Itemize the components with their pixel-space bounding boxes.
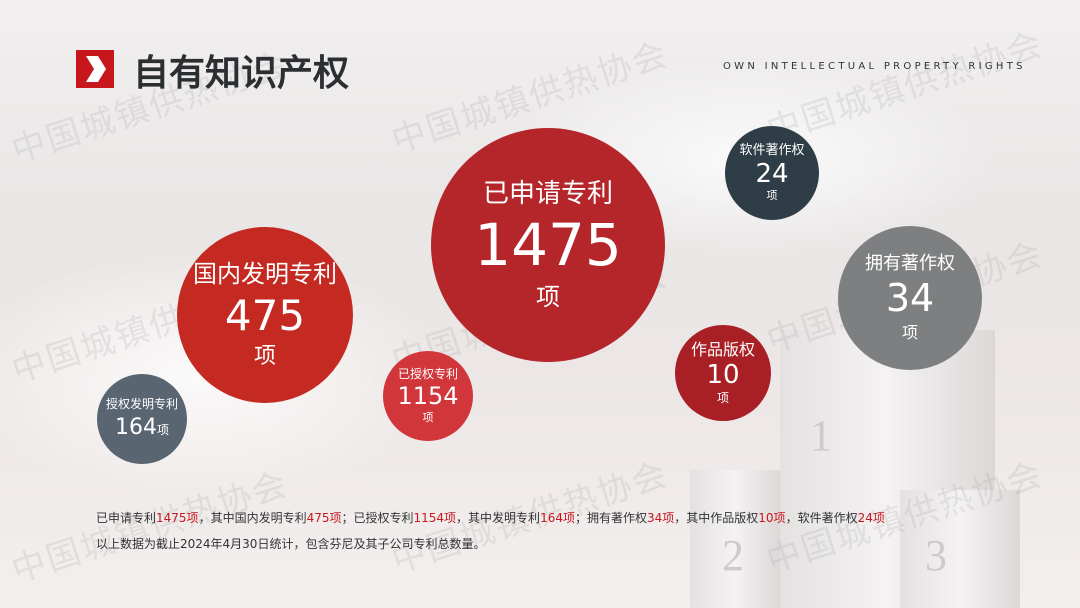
page-title: 自有知识产权 [133,53,350,94]
label: 已申请专利 [482,178,613,209]
highlight-value: 164项 [540,511,575,525]
value: 475 [224,291,306,340]
text-segment: ，其中发明专利 [456,511,541,525]
unit: 项 [901,323,918,342]
circle-total-copyright: 拥有著作权 34 项 [838,226,982,370]
text-segment: ；已授权专利 [341,511,414,525]
text-segment: ，其中国内发明专利 [198,511,307,525]
circle-works-copyright: 作品版权 10 项 [675,325,771,421]
value: 10 [706,359,740,390]
footnote: 以上数据为截止2024年4月30日统计，包含芬尼及其子公司专利总数量。 [96,537,486,551]
label: 软件著作权 [739,142,805,158]
podium-second [690,470,780,608]
text-segment: 已申请专利 [96,511,157,525]
unit: 项 [156,422,169,437]
value: 24 [755,158,789,189]
label: 国内发明专利 [193,259,337,288]
unit: 项 [253,344,276,370]
value: 34 [885,276,935,321]
unit: 项 [766,189,778,203]
text-segment: ；拥有著作权 [574,511,647,525]
highlight-value: 34项 [646,511,675,525]
highlight-value: 24项 [857,511,885,525]
label: 已授权专利 [397,367,458,382]
unit: 项 [716,390,729,405]
summary-line: 已申请专利1475项，其中国内发明专利475项；已授权专利1154项，其中发明专… [96,509,885,526]
podium-number: 3 [925,531,947,580]
unit: 项 [536,283,560,311]
circle-applied-patents: 已申请专利 1475 项 [431,128,665,362]
page-subtitle: OWN INTELLECTUAL PROPERTY RIGHTS [723,61,1026,72]
label: 作品版权 [690,340,755,360]
label: 授权发明专利 [105,397,178,412]
podium-number: 2 [722,531,744,580]
highlight-value: 1475项 [156,511,199,525]
highlight-value: 475项 [306,511,342,525]
text-segment: ，软件著作权 [785,511,858,525]
circle-software-copyright: 软件著作权 24 项 [725,126,819,220]
circle-granted-patents: 已授权专利 1154 项 [383,351,473,441]
highlight-value: 1154项 [413,511,457,525]
unit: 项 [422,410,434,424]
circle-granted-invention: 授权发明专利 164项 [97,374,187,464]
value: 1475 [474,211,622,280]
label: 拥有著作权 [865,253,955,275]
highlight-value: 10项 [758,511,786,525]
value: 164 [114,414,157,440]
value: 1154 [397,382,459,411]
text-segment: ，其中作品版权 [674,511,759,525]
value-row: 164项 [114,414,169,440]
chevron-right-icon [76,50,114,88]
circle-domestic-invention: 国内发明专利 475 项 [177,227,353,403]
podium-number: 1 [810,411,832,460]
podium-third [900,490,1020,608]
